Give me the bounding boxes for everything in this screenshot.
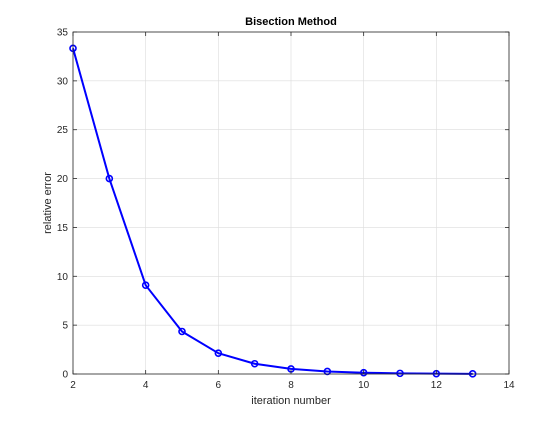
- y-tick-label: 20: [57, 174, 69, 185]
- tick-labels: 2 4 6 8 10 12 14 0 5 10 15 20 25 30 35: [57, 28, 515, 392]
- data-point: [396, 369, 404, 378]
- x-tick-label: 4: [143, 380, 149, 391]
- y-tick-label: 0: [62, 370, 68, 381]
- y-tick-label: 5: [62, 321, 68, 332]
- y-tick-label: 25: [57, 125, 69, 136]
- x-axis-label: iteration number: [251, 395, 331, 407]
- series-group: [69, 44, 477, 378]
- chart-title: Bisection Method: [245, 16, 337, 28]
- x-tick-label: 14: [503, 380, 515, 391]
- data-point: [178, 327, 186, 336]
- y-axis-label: relative error: [42, 172, 54, 234]
- data-point: [359, 368, 368, 377]
- data-point: [141, 281, 150, 289]
- y-tick-label: 30: [57, 76, 69, 87]
- data-point: [323, 367, 332, 376]
- y-tick-label: 35: [57, 28, 69, 39]
- series-line: [72, 48, 473, 375]
- x-tick-label: 10: [358, 380, 370, 391]
- y-tick-label: 15: [57, 223, 69, 234]
- x-tick-label: 6: [216, 380, 222, 391]
- x-tick-label: 8: [288, 380, 294, 391]
- y-tick-label: 10: [57, 272, 69, 283]
- data-point: [214, 349, 223, 357]
- x-tick-label: 12: [431, 380, 443, 391]
- x-tick-label: 2: [70, 380, 76, 391]
- data-point: [105, 174, 114, 183]
- ticks: [72, 31, 510, 375]
- data-point: [250, 359, 259, 368]
